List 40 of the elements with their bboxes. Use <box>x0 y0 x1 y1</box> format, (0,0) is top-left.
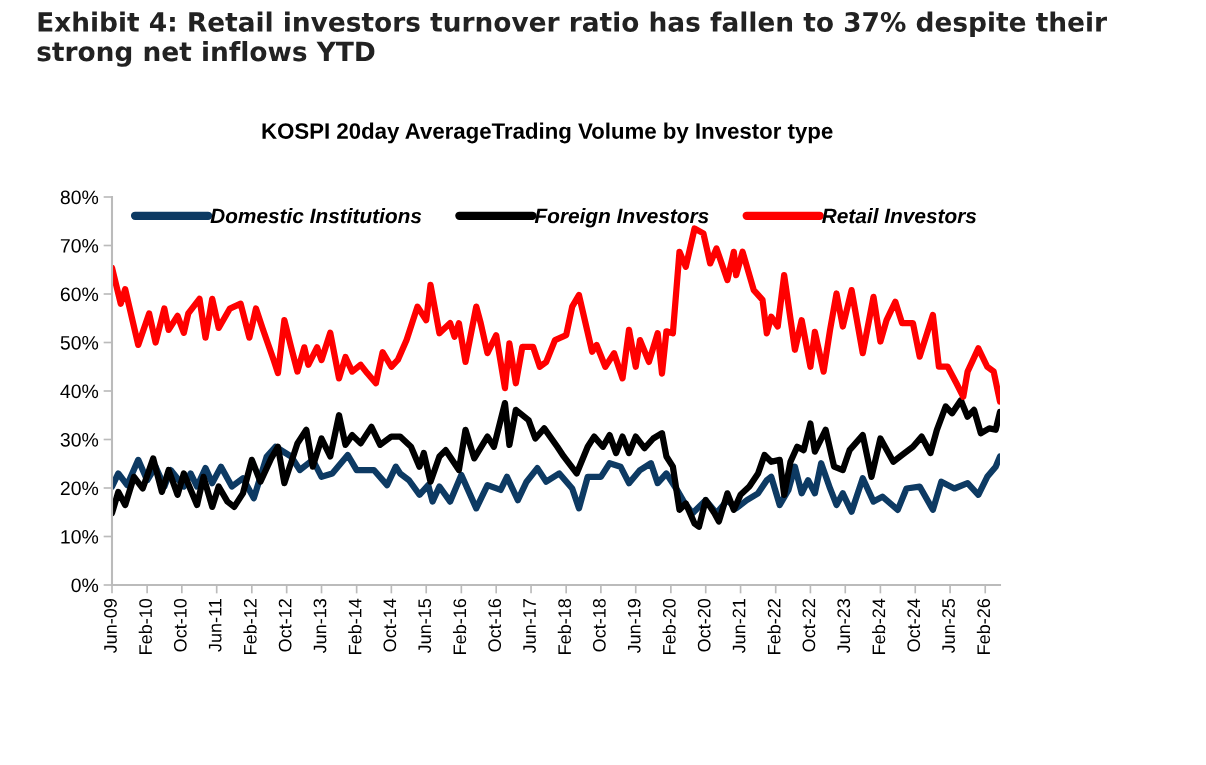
x-tick-label: Jun-23 <box>837 598 851 654</box>
x-tick-label: Oct-18 <box>592 598 606 652</box>
x-tick-label: Jun-11 <box>208 599 222 652</box>
x-tick-label: Jun-15 <box>418 598 432 654</box>
legend-label: Foreign Investors <box>534 207 709 228</box>
x-tick-label: Jun-19 <box>627 599 641 654</box>
y-tick-label: 50% <box>60 335 99 350</box>
x-tick-label: Oct-12 <box>278 599 292 652</box>
x-tick-label: Feb-24 <box>871 598 886 654</box>
y-tick-label: 40% <box>60 384 99 399</box>
x-tick-label: Oct-10 <box>173 598 187 652</box>
x-tick-label: Oct-24 <box>907 598 921 652</box>
x-tick-label: Oct-20 <box>697 598 711 652</box>
legend-label: Retail Investors <box>822 207 977 224</box>
y-tick-label: 60% <box>60 287 99 302</box>
x-tick-label: Feb-14 <box>348 598 362 654</box>
x-tick-label: Feb-16 <box>452 598 467 654</box>
x-tick-label: Jun-21 <box>732 599 746 654</box>
x-tick-label: Oct-22 <box>802 599 816 652</box>
x-tick-label: Jun-25 <box>942 598 955 654</box>
x-tick-label: Oct-16 <box>488 598 502 652</box>
x-tick-label: Feb-20 <box>662 598 676 654</box>
y-tick-label: 0% <box>71 578 99 593</box>
chart-title: Exhibit 4: Retail investors turnover ratio has fallen to 37% despite their strong net inflows YTD <box>37 11 1107 67</box>
x-tick-label: Feb-12 <box>243 599 257 654</box>
y-tick-label: 80% <box>60 190 99 205</box>
x-tick-label: Jun-13 <box>313 598 327 654</box>
x-tick-label: Feb-10 <box>138 598 152 654</box>
y-tick-label: 30% <box>60 432 99 447</box>
x-tick-label: Oct-14 <box>383 598 397 652</box>
y-tick-label: 20% <box>60 481 99 496</box>
x-tick-label: Jun-09 <box>104 599 117 654</box>
x-tick-label: Jun-17 <box>523 599 536 654</box>
x-tick-label: Feb-26 <box>976 598 991 654</box>
y-tick-label: 10% <box>61 529 99 544</box>
legend-label: Domestic Institutions <box>210 207 422 224</box>
y-tick-label: 70% <box>60 238 99 253</box>
x-tick-label: Feb-18 <box>557 598 572 654</box>
chart-subtitle: KOSPI 20day AverageTrading Volume by Investor type <box>262 122 833 144</box>
x-tick-label: Feb-22 <box>767 599 781 654</box>
